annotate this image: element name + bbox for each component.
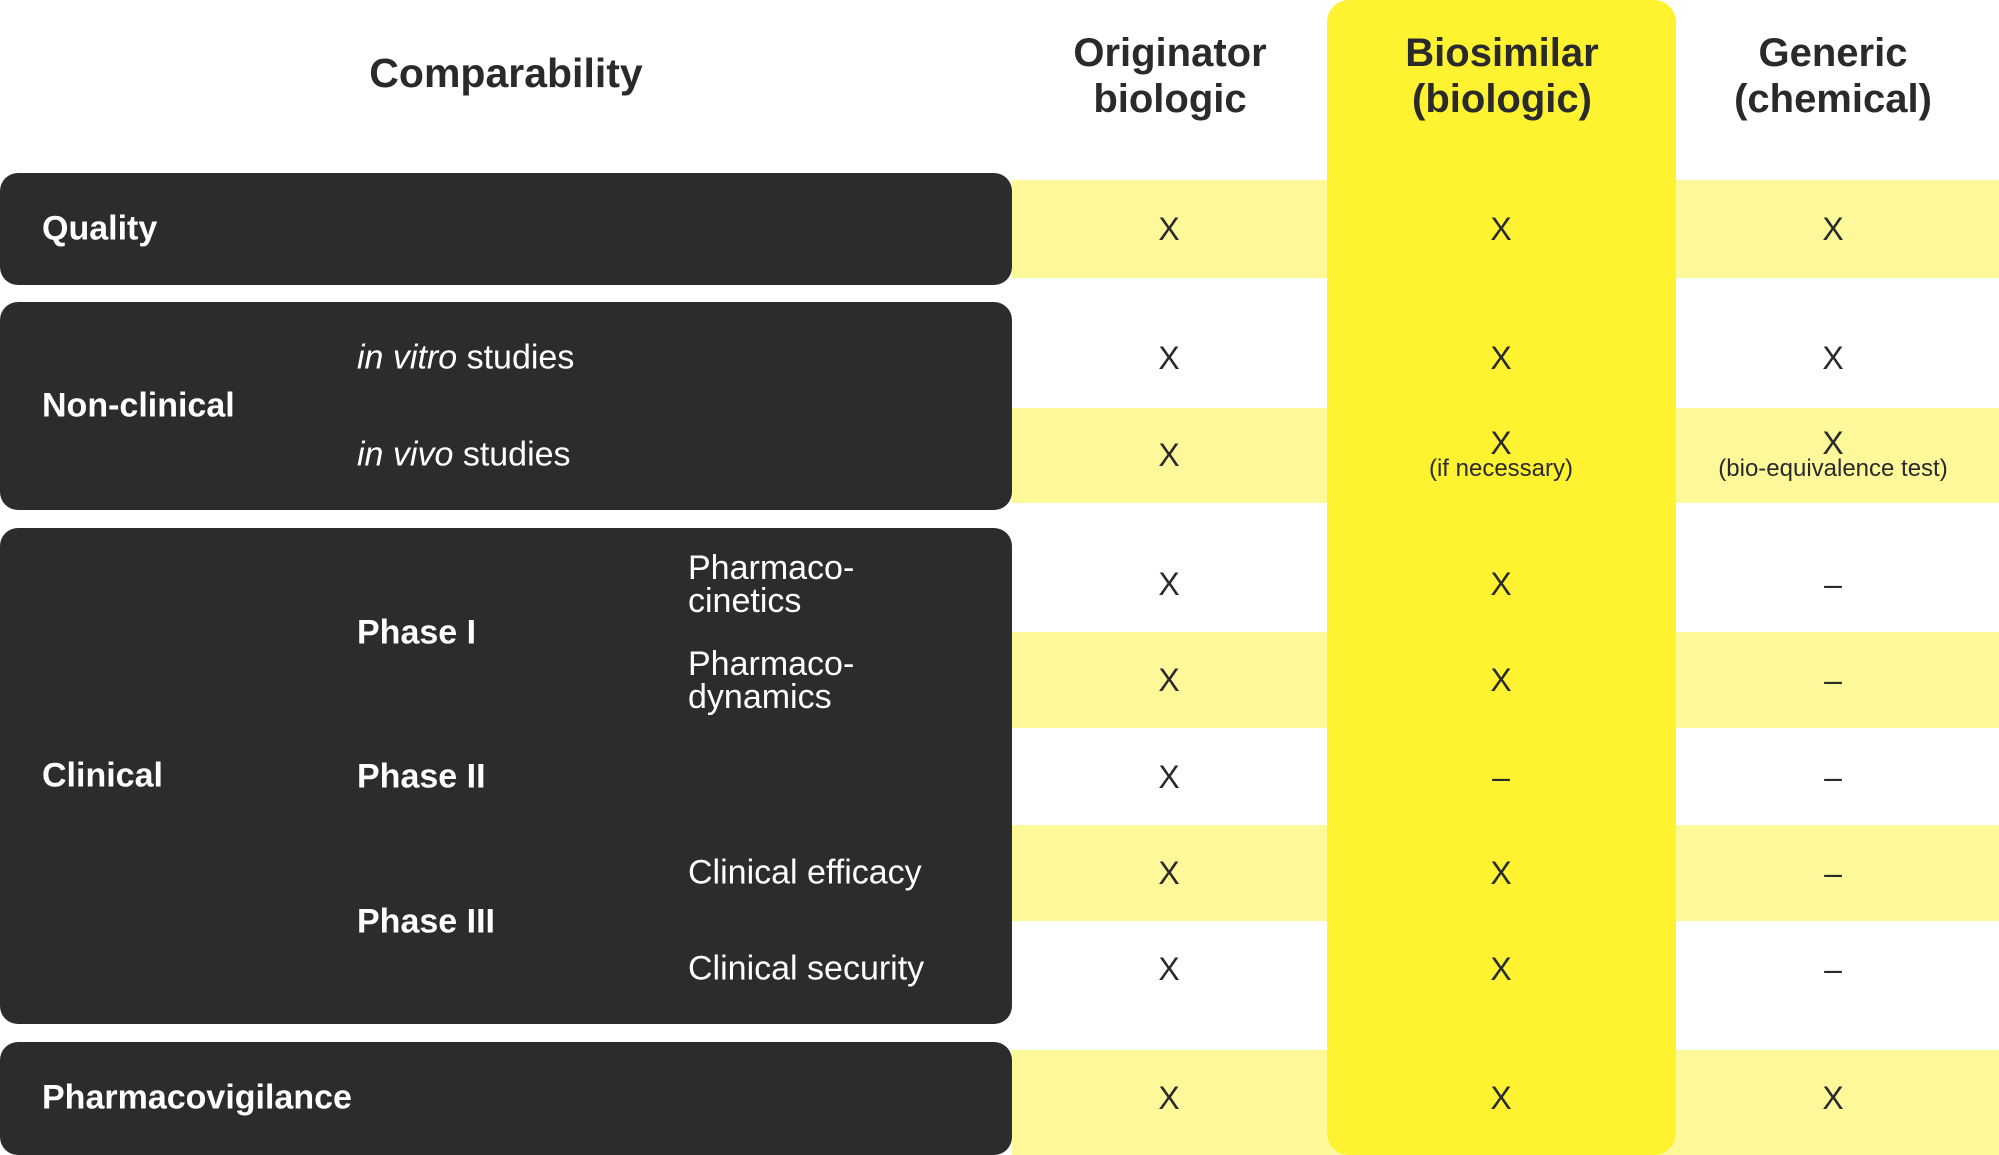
phase-2-label: Phase II (357, 757, 486, 796)
security-originator: X (1158, 951, 1180, 987)
phase-1-label: Phase I (357, 613, 477, 652)
efficacy-originator: X (1158, 855, 1180, 891)
biosimilar-column-highlight (1327, 0, 1676, 1155)
non-clinical-card (0, 302, 1012, 510)
pharmacovigilance-generic: X (1822, 1080, 1844, 1116)
clinical-security-label: Clinical security (688, 949, 925, 988)
clinical-label: Clinical (42, 756, 163, 795)
pk-biosimilar: X (1490, 566, 1512, 602)
pharmacovigilance-card (0, 1042, 1012, 1155)
in-vivo-biosimilar: X (if necessary) (1331, 426, 1671, 482)
in-vitro-originator: X (1158, 340, 1180, 376)
quality-label: Quality (42, 209, 158, 248)
in-vivo-originator: X (1158, 437, 1180, 473)
clinical-efficacy-label: Clinical efficacy (688, 853, 922, 892)
phase2-generic: – (1824, 759, 1842, 795)
pharmacovigilance-biosimilar: X (1490, 1080, 1512, 1116)
pk-generic: – (1824, 566, 1842, 602)
pharmacokinetics-label: Pharmaco- cinetics (688, 549, 855, 620)
pd-biosimilar: X (1490, 662, 1512, 698)
in-vitro-italic: in vitro (357, 338, 458, 377)
generic-header: Generic (chemical) (1734, 31, 1932, 121)
in-vivo-generic: X (bio-equivalence test) (1663, 426, 1999, 482)
phase2-biosimilar: – (1492, 759, 1510, 795)
quality-originator: X (1158, 211, 1180, 247)
pharmacovigilance-originator: X (1158, 1080, 1180, 1116)
comparability-header: Comparability (369, 50, 643, 96)
in-vitro-label: in vitro studies (357, 339, 574, 378)
pd-originator: X (1158, 662, 1180, 698)
security-generic: – (1824, 951, 1842, 987)
pd-generic: – (1824, 662, 1842, 698)
originator-header: Originator biologic (1073, 31, 1267, 121)
in-vivo-biosimilar-mark: X (1490, 425, 1512, 461)
security-biosimilar: X (1490, 951, 1512, 987)
non-clinical-label: Non-clinical (42, 386, 235, 425)
in-vivo-label: in vivo studies (357, 436, 571, 475)
pk-originator: X (1158, 566, 1180, 602)
pharmacovigilance-label: Pharmacovigilance (42, 1078, 352, 1117)
in-vitro-generic: X (1822, 340, 1844, 376)
in-vivo-biosimilar-note: (if necessary) (1428, 455, 1574, 482)
pharmacodynamics-label: Pharmaco- dynamics (688, 645, 855, 716)
in-vivo-generic-mark: X (1822, 425, 1844, 461)
quality-biosimilar: X (1490, 211, 1512, 247)
phase-3-label: Phase III (357, 902, 495, 941)
quality-generic: X (1822, 211, 1844, 247)
quality-card (0, 173, 1012, 285)
in-vivo-italic: in vivo (357, 435, 454, 474)
efficacy-biosimilar: X (1490, 855, 1512, 891)
studies-text: studies (466, 338, 575, 377)
biosimilar-header: Biosimilar (biologic) (1405, 31, 1599, 121)
clinical-card (0, 528, 1012, 1024)
studies-text: studies (462, 435, 571, 474)
in-vitro-biosimilar: X (1490, 340, 1512, 376)
phase2-originator: X (1158, 759, 1180, 795)
efficacy-generic: – (1824, 855, 1842, 891)
in-vivo-generic-note: (bio-equivalence test) (1718, 455, 1948, 482)
